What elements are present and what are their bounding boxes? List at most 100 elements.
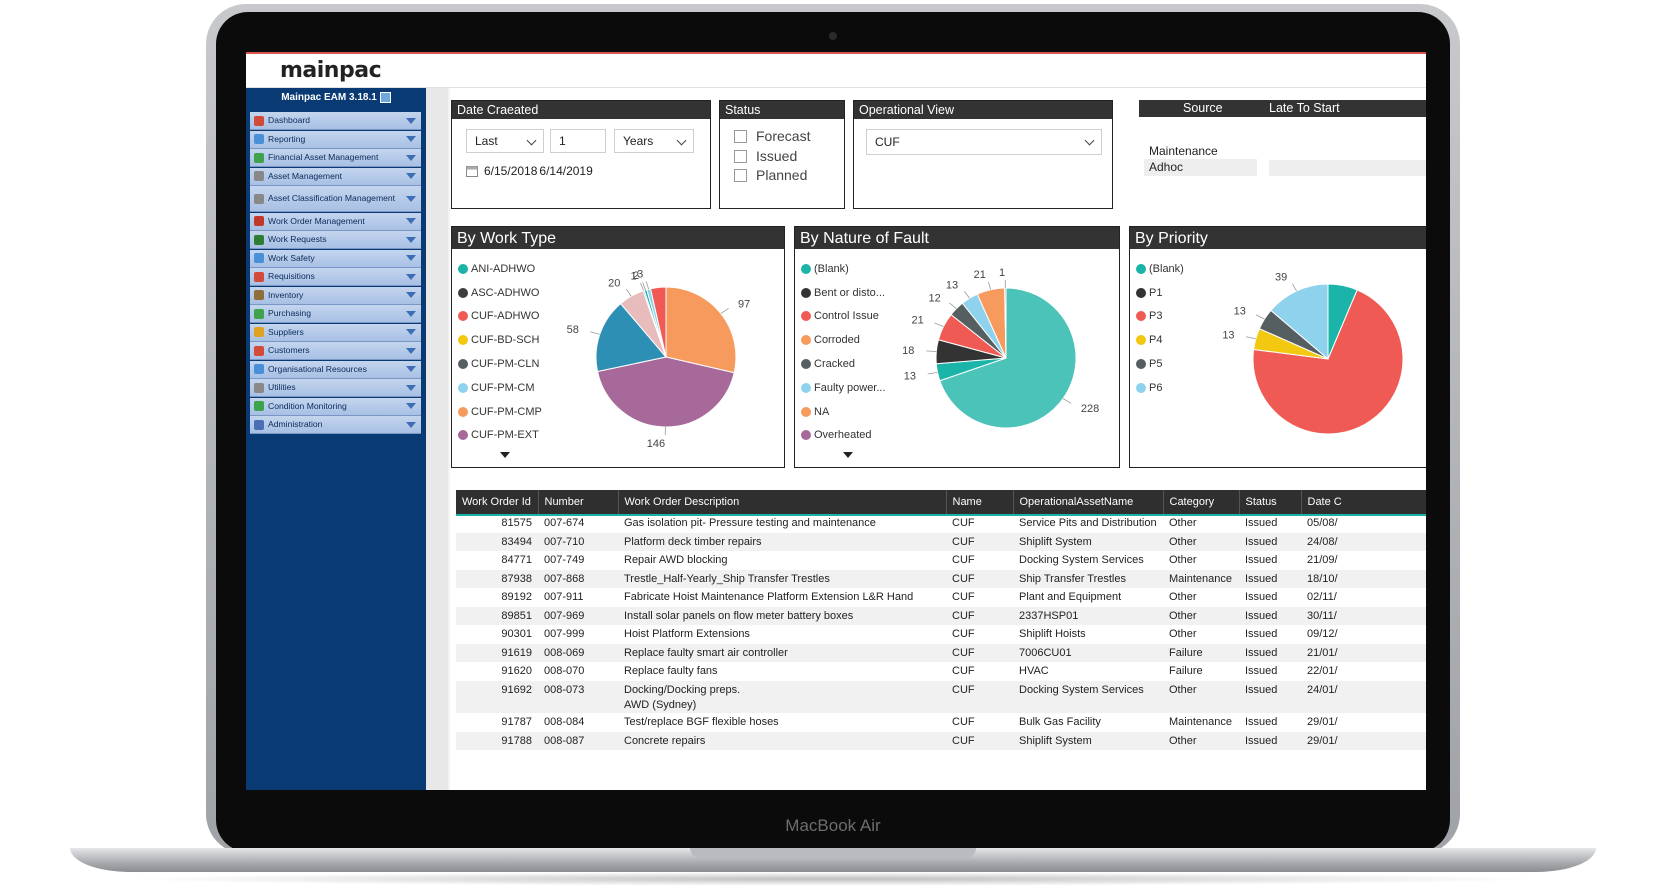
table-row[interactable]: 83494 007-710 Platform deck timber repairs…	[456, 532, 1426, 551]
fault-pie[interactable]: 228 13 18 21 12 13 21 1	[795, 227, 1121, 469]
legend-item[interactable]: P5	[1136, 352, 1184, 376]
sidebar-item-organisational-resources[interactable]: Organisational Resources	[250, 360, 421, 379]
sidebar-item-work-requests[interactable]: Work Requests	[250, 231, 421, 249]
table-row[interactable]: AWD (Sydney)	[456, 699, 1426, 713]
legend-item[interactable]: P1	[1136, 281, 1184, 305]
chevron-down-icon[interactable]	[406, 154, 416, 161]
pie-slice[interactable]	[649, 286, 667, 358]
chevron-down-icon[interactable]	[406, 195, 416, 202]
column-header[interactable]: Work Order Id	[456, 490, 539, 514]
legend-item[interactable]: NA	[801, 400, 886, 424]
version-info-icon[interactable]	[379, 92, 391, 103]
legend-scroll-down-icon[interactable]	[500, 452, 510, 458]
legend-item[interactable]: Control Issue	[801, 305, 886, 329]
range-from[interactable]: 6/15/2018	[484, 164, 538, 178]
legend-item[interactable]: (Blank)	[1136, 257, 1184, 281]
status-issued-checkbox[interactable]: Issued	[734, 148, 797, 164]
source-row-maintenance[interactable]: Maintenance	[1149, 144, 1218, 158]
table-row[interactable]: 90301 007-999 Hoist Platform Extensions CUF…	[456, 625, 1426, 644]
calendar-icon[interactable]	[466, 165, 478, 177]
chevron-down-icon[interactable]	[406, 384, 416, 391]
chevron-down-icon[interactable]	[406, 255, 416, 261]
table-row[interactable]: 91620 008-070 Replace faulty fans CUF HVAC Fa…	[456, 662, 1426, 681]
legend-item[interactable]: CUF-BD-SCH	[458, 328, 542, 352]
pie-slice[interactable]	[1270, 283, 1329, 361]
source-row-adhoc[interactable]: Adhoc	[1144, 159, 1257, 176]
table-row[interactable]: 89192 007-911 Fabricate Hoist Maintenance …	[456, 588, 1426, 607]
table-row[interactable]: 89851 007-969 Install solar panels on flow…	[456, 606, 1426, 625]
legend-item[interactable]: Faulty power...	[801, 376, 886, 400]
legend-item[interactable]: Overheated	[801, 424, 886, 448]
table-row[interactable]: 91788 008-087 Concrete repairs CUF Shiplift …	[456, 731, 1426, 750]
legend-item[interactable]: Bent or disto...	[801, 281, 886, 305]
sidebar-item-inventory[interactable]: Inventory	[250, 286, 421, 305]
legend-item[interactable]: P6	[1136, 376, 1184, 400]
column-header[interactable]: Name	[946, 490, 1014, 514]
table-row[interactable]: 81575 007-674 Gas isolation pit- Pressure …	[456, 514, 1426, 533]
column-header[interactable]: Date C	[1301, 490, 1426, 514]
table-row[interactable]: 91692 008-073 Docking/Docking preps. CUF Doc…	[456, 680, 1426, 699]
sidebar-item-asset-classification-management[interactable]: Asset Classification Management	[250, 186, 421, 212]
chevron-down-icon[interactable]	[406, 218, 416, 224]
column-header[interactable]: Status	[1239, 490, 1302, 514]
legend-item[interactable]: CUF-PM-CMP	[458, 400, 542, 424]
chevron-down-icon[interactable]	[406, 366, 416, 372]
pie-slice[interactable]	[939, 287, 1077, 429]
legend-item[interactable]: CUF-PM-CM	[458, 376, 542, 400]
table-row[interactable]: 91619 008-069 Replace faulty smart air con…	[456, 643, 1426, 662]
status-planned-checkbox[interactable]: Planned	[734, 167, 807, 183]
sidebar-item-financial-asset-management[interactable]: Financial Asset Management	[250, 149, 421, 167]
pie-slice[interactable]	[665, 286, 737, 374]
pie-slice[interactable]	[1252, 289, 1404, 435]
sidebar-item-reporting[interactable]: Reporting	[250, 130, 421, 149]
chevron-down-icon[interactable]	[406, 117, 416, 124]
sidebar-item-work-order-management[interactable]: Work Order Management	[250, 212, 421, 231]
sidebar-item-condition-monitoring[interactable]: Condition Monitoring	[250, 397, 421, 416]
legend-item[interactable]: CUF-ADHWO	[458, 305, 542, 329]
sidebar-item-purchasing[interactable]: Purchasing	[250, 305, 421, 323]
sidebar-item-customers[interactable]: Customers	[250, 342, 421, 360]
sidebar-item-requisitions[interactable]: Requisitions	[250, 268, 421, 286]
legend-item[interactable]: Cracked	[801, 352, 886, 376]
sidebar-item-suppliers[interactable]: Suppliers	[250, 323, 421, 342]
legend-item[interactable]: Corroded	[801, 328, 886, 352]
sidebar-item-utilities[interactable]: Utilities	[250, 379, 421, 397]
legend-item[interactable]: CUF-PM-CLN	[458, 352, 542, 376]
chevron-down-icon[interactable]	[406, 329, 416, 335]
work-type-pie[interactable]: 97 146 58 20 123	[452, 227, 786, 469]
pie-slice[interactable]	[596, 356, 735, 428]
legend-item[interactable]: P4	[1136, 328, 1184, 352]
legend-item[interactable]: ANI-ADHWO	[458, 257, 542, 281]
sidebar-item-asset-management[interactable]: Asset Management	[250, 167, 421, 186]
pie-slice[interactable]	[595, 302, 667, 373]
column-header[interactable]: Work Order Description	[618, 490, 947, 514]
legend-scroll-down-icon[interactable]	[843, 452, 853, 458]
column-header[interactable]: Category	[1163, 490, 1240, 514]
column-header[interactable]: OperationalAssetName	[1013, 490, 1164, 514]
chevron-down-icon[interactable]	[406, 236, 416, 243]
table-row[interactable]: 84771 007-749 Repair AWD blocking CUF Dockin…	[456, 551, 1426, 570]
status-forecast-checkbox[interactable]: Forecast	[734, 128, 810, 144]
chevron-down-icon[interactable]	[406, 403, 416, 409]
period-dropdown[interactable]: Last	[466, 129, 544, 153]
legend-item[interactable]: P3	[1136, 305, 1184, 329]
legend-item[interactable]: (Blank)	[801, 257, 886, 281]
chevron-down-icon[interactable]	[406, 136, 416, 142]
sidebar-item-dashboard[interactable]: Dashboard	[250, 112, 421, 130]
column-header[interactable]: Number	[538, 490, 619, 514]
legend-item[interactable]: ASC-ADHWO	[458, 281, 542, 305]
chevron-down-icon[interactable]	[406, 310, 416, 317]
app-logo[interactable]: mainpac	[280, 58, 382, 83]
table-row[interactable]: 87938 007-868 Trestle_Half-Yearly_Ship Tra…	[456, 569, 1426, 588]
chevron-down-icon[interactable]	[406, 347, 416, 354]
legend-item[interactable]: CUF-PM-EXT	[458, 424, 542, 448]
sidebar-item-work-safety[interactable]: Work Safety	[250, 249, 421, 268]
sidebar-item-administration[interactable]: Administration	[250, 416, 421, 434]
unit-dropdown[interactable]: Years	[614, 129, 694, 153]
chevron-down-icon[interactable]	[406, 173, 416, 179]
range-to[interactable]: 6/14/2019	[539, 164, 593, 178]
chevron-down-icon[interactable]	[406, 421, 416, 428]
chevron-down-icon[interactable]	[406, 292, 416, 298]
operational-view-dropdown[interactable]: CUF	[866, 129, 1102, 155]
